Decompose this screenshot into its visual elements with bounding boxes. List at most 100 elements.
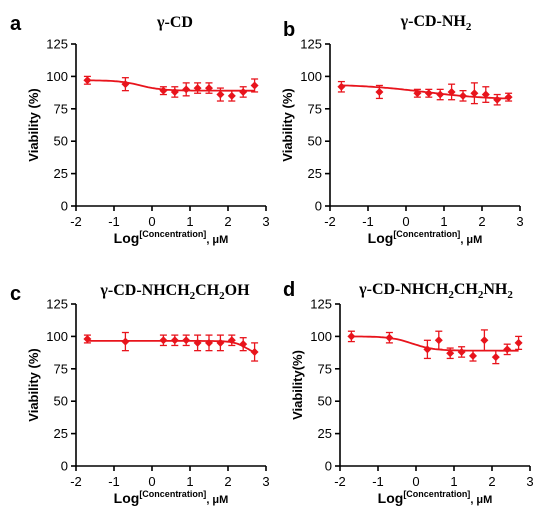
x-tick-label: 1 — [186, 474, 193, 489]
data-point — [121, 337, 130, 346]
data-point — [480, 336, 489, 345]
x-tick-label: -1 — [372, 474, 384, 489]
x-tick-label: -2 — [70, 214, 82, 229]
data-point — [83, 76, 92, 85]
data-point — [434, 336, 443, 345]
data-point — [227, 336, 236, 345]
y-tick-label: 125 — [300, 37, 322, 52]
y-tick-label: 100 — [300, 69, 322, 84]
y-tick-label: 25 — [54, 426, 68, 441]
x-label-main: Log — [114, 230, 140, 246]
data-point — [436, 90, 445, 99]
title-text: NH — [483, 281, 508, 298]
data-point — [423, 345, 432, 354]
chart-title: γ-CD-NHCH2CH2NH2 — [358, 281, 513, 301]
y-tick-label: 0 — [61, 199, 68, 214]
y-tick-label: 75 — [54, 361, 68, 376]
x-label-main: Log — [368, 230, 394, 246]
data-point — [170, 87, 179, 96]
y-tick-label: 100 — [46, 69, 68, 84]
x-tick-label: 2 — [478, 214, 485, 229]
data-point — [337, 82, 346, 91]
x-tick-label: 1 — [450, 474, 457, 489]
data-point — [193, 338, 202, 347]
x-label-superscript: [Concentration] — [139, 229, 206, 239]
x-tick-label: -2 — [70, 474, 82, 489]
chart-title: γ-CD — [156, 14, 193, 31]
x-label-main: Log — [378, 490, 404, 506]
y-tick-label: 0 — [61, 459, 68, 474]
y-tick-label: 25 — [308, 166, 322, 181]
x-label-superscript: [Concentration] — [139, 489, 206, 499]
y-tick-label: 125 — [46, 37, 68, 52]
x-tick-label: 2 — [224, 214, 231, 229]
data-point — [170, 336, 179, 345]
data-point — [239, 340, 248, 349]
data-point — [469, 351, 477, 360]
x-tick-label: 2 — [224, 474, 231, 489]
title-text: OH — [225, 282, 250, 299]
x-tick-label: 1 — [186, 214, 193, 229]
data-point — [459, 91, 467, 100]
y-axis-label: Viability (%) — [26, 348, 41, 421]
data-point — [385, 333, 394, 342]
y-tick-label: 75 — [318, 361, 332, 376]
x-axis-label: Log[Concentration], μM — [378, 489, 493, 506]
data-point — [493, 95, 502, 104]
x-label-unit: , μM — [206, 234, 228, 246]
y-tick-label: 25 — [54, 166, 68, 181]
data-point — [514, 338, 523, 347]
x-tick-label: 3 — [262, 474, 269, 489]
title-subscript: 2 — [478, 289, 484, 301]
y-tick-label: 75 — [308, 101, 322, 116]
x-label-unit: , μM — [470, 494, 492, 506]
data-point — [470, 89, 479, 98]
title-subscript: 2 — [190, 290, 196, 302]
data-point — [227, 91, 236, 100]
chart-title: γ-CD-NHCH2CH2OH — [99, 282, 250, 302]
title-text: CH — [195, 282, 220, 299]
x-tick-label: -1 — [108, 214, 120, 229]
panel-letter: b — [283, 19, 295, 41]
x-tick-label: 3 — [526, 474, 533, 489]
data-point — [121, 80, 130, 89]
data-point — [159, 336, 168, 345]
data-point — [447, 87, 456, 96]
data-point — [375, 87, 384, 96]
y-axis-label: Viability(%) — [290, 350, 305, 420]
y-axis-label: Viability (%) — [26, 88, 41, 161]
data-point — [239, 87, 248, 96]
data-point — [424, 89, 433, 98]
data-point — [504, 93, 513, 102]
x-tick-label: -2 — [324, 214, 336, 229]
y-axis-label: Viability (%) — [280, 88, 295, 161]
chart-title: γ-CD-NH2 — [400, 13, 472, 33]
data-point — [193, 84, 202, 93]
x-axis-label: Log[Concentration], μM — [114, 229, 229, 246]
x-tick-label: 2 — [488, 474, 495, 489]
data-point — [503, 345, 512, 354]
data-point — [182, 85, 191, 94]
fit-curve — [87, 79, 255, 92]
y-tick-label: 25 — [318, 426, 332, 441]
data-point — [413, 89, 422, 98]
data-point — [347, 332, 356, 341]
fit-curve — [87, 340, 255, 354]
x-tick-label: 3 — [516, 214, 523, 229]
data-point — [250, 347, 259, 356]
data-point — [205, 338, 213, 347]
x-tick-label: -2 — [334, 474, 346, 489]
title-text: γ-CD-NHCH — [358, 281, 449, 298]
x-tick-label: -1 — [108, 474, 120, 489]
data-point — [205, 84, 213, 93]
chart-panel-a: a γ-CD 0 25 50 75 100 125 -2 -1 0 1 2 3 Viability (%) L… — [10, 13, 270, 246]
data-point — [216, 338, 225, 347]
y-tick-label: 50 — [54, 394, 68, 409]
x-label-unit: , μM — [206, 494, 228, 506]
data-point — [159, 86, 168, 95]
data-point — [182, 336, 191, 345]
